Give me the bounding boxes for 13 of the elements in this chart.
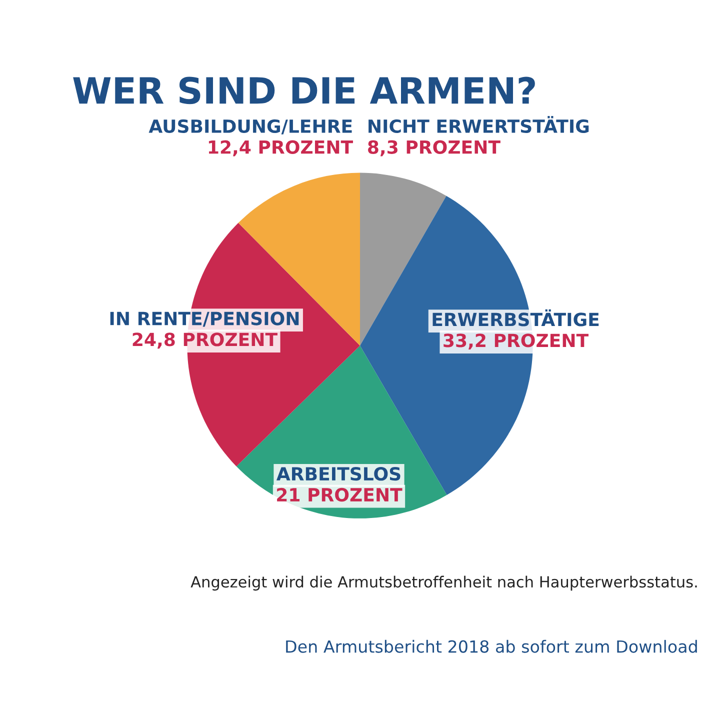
data-label: 8,3 PROZENT xyxy=(368,140,500,156)
data-label: 21 PROZENT xyxy=(277,488,402,502)
text: Den Armutsbericht 2018 ab sofort zum Download xyxy=(286,640,697,653)
slice-label: ARBEITSLOS xyxy=(276,466,400,481)
slice-label: IN RENTE/PENSION xyxy=(110,312,299,327)
slice-label: AUSBILDUNG/LEHRE xyxy=(148,119,352,134)
data-label: 24,8 PROZENT xyxy=(132,332,278,349)
slice-label: NICHT ERWERTSTÄTIG xyxy=(368,116,589,134)
data-label: 12,4 PROZENT xyxy=(208,140,353,156)
text: Angezeigt wird die Armutsbetroffenheit nach Haupterwerbsstatus. xyxy=(190,576,697,591)
slice-label: ERWERBSTÄTIGE xyxy=(432,309,599,326)
data-label: 33,2 PROZENT xyxy=(444,334,589,350)
chart-title: WER SIND DIE ARMEN? xyxy=(73,76,535,104)
